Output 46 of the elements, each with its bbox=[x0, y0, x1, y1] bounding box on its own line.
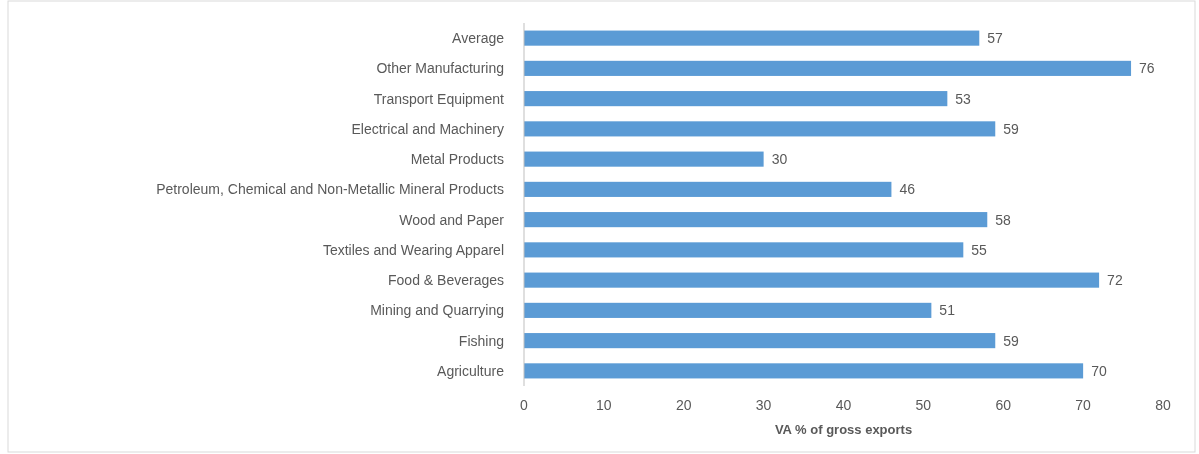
x-tick-label: 30 bbox=[755, 397, 772, 413]
x-tick-label: 20 bbox=[675, 397, 692, 413]
y-tick-label: Agriculture bbox=[437, 362, 505, 379]
bar bbox=[524, 181, 892, 197]
data-label: 57 bbox=[987, 30, 1004, 47]
data-label: 59 bbox=[1003, 332, 1020, 349]
y-tick-label: Transport Equipment bbox=[373, 90, 505, 107]
y-tick-label: Other Manufacturing bbox=[376, 60, 504, 77]
y-tick-label: Wood and Paper bbox=[399, 211, 505, 228]
data-label: 46 bbox=[899, 181, 916, 198]
bar bbox=[524, 272, 1100, 288]
x-tick-label: 80 bbox=[1155, 397, 1171, 413]
data-label: 53 bbox=[955, 90, 972, 107]
bar bbox=[524, 302, 932, 318]
y-tick-label: Metal Products bbox=[410, 151, 504, 168]
x-tick-label: 10 bbox=[596, 397, 612, 413]
x-tick-label: 70 bbox=[1075, 397, 1092, 413]
data-label: 58 bbox=[995, 211, 1012, 228]
y-tick-label: Average bbox=[452, 30, 505, 47]
x-axis-title: VA % of gross exports bbox=[774, 422, 913, 437]
y-tick-label: Fishing bbox=[458, 332, 504, 349]
bar bbox=[524, 363, 1084, 379]
x-tick-label: 40 bbox=[835, 397, 852, 413]
bar bbox=[524, 212, 988, 228]
data-label: 55 bbox=[971, 241, 988, 258]
data-label: 76 bbox=[1139, 60, 1155, 77]
bar bbox=[524, 121, 996, 137]
y-tick-label: Textiles and Wearing Apparel bbox=[322, 241, 504, 258]
bar bbox=[524, 242, 964, 258]
y-tick-label: Electrical and Machinery bbox=[351, 120, 504, 137]
x-tick-label: 50 bbox=[915, 397, 932, 413]
data-label: 70 bbox=[1091, 362, 1107, 379]
bar bbox=[524, 30, 980, 46]
bar bbox=[524, 151, 764, 167]
x-tick-label: 0 bbox=[520, 397, 529, 413]
data-label: 51 bbox=[939, 302, 956, 319]
bar bbox=[524, 333, 996, 349]
y-tick-label: Food & Beverages bbox=[388, 272, 504, 289]
data-label: 59 bbox=[1003, 120, 1020, 137]
y-tick-label: Mining and Quarrying bbox=[370, 302, 504, 319]
y-tick-label: Petroleum, Chemical and Non-Metallic Mineral Products bbox=[156, 181, 504, 198]
bar bbox=[524, 91, 948, 107]
data-label: 30 bbox=[771, 151, 788, 168]
x-tick-label: 60 bbox=[995, 397, 1012, 413]
bar bbox=[524, 60, 1132, 76]
data-label: 72 bbox=[1107, 272, 1123, 289]
